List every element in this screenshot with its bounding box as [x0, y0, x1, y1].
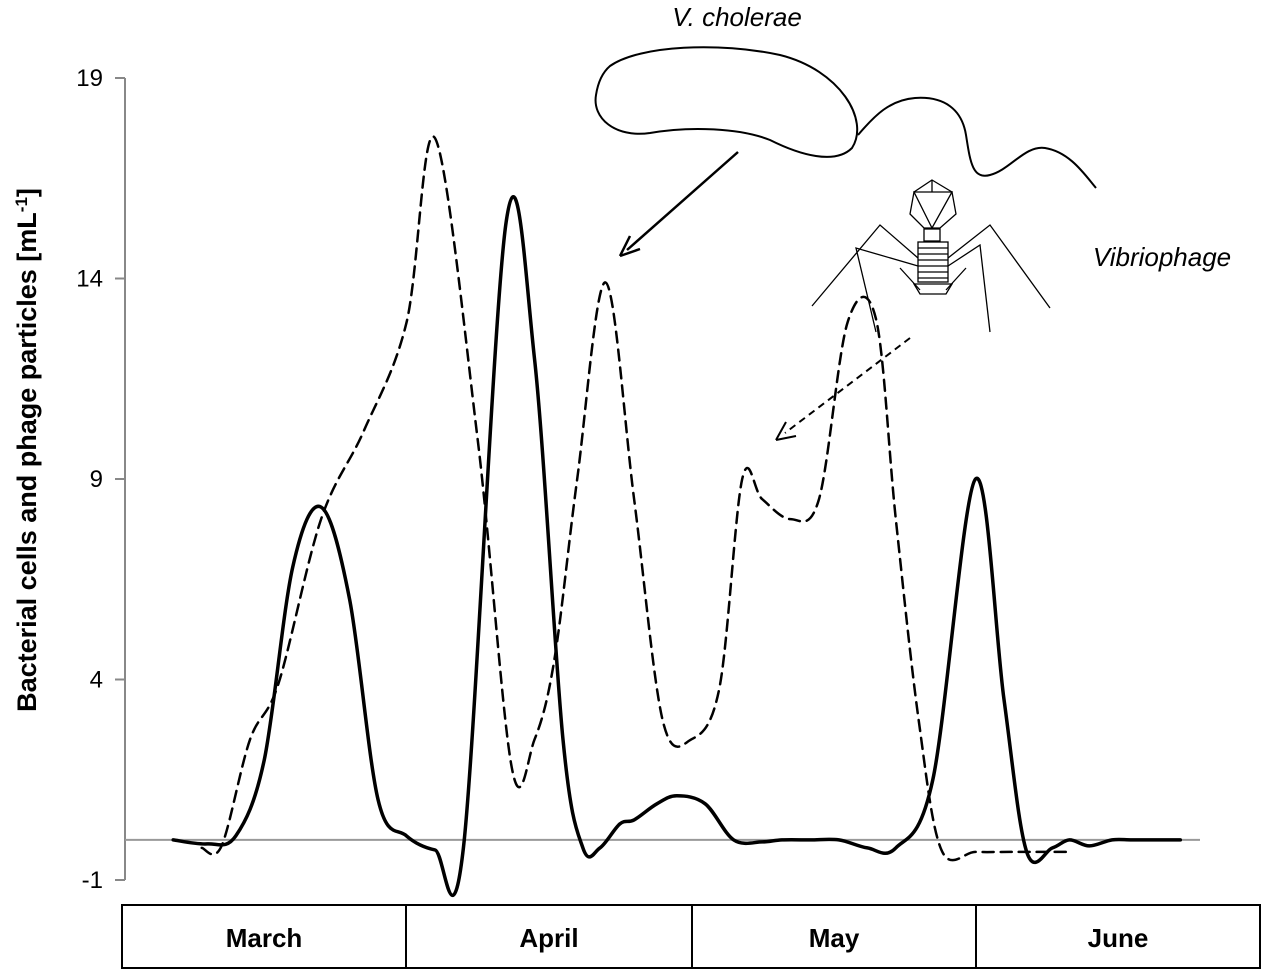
y-tick-label: 9 — [90, 466, 103, 493]
series-line-bacteria — [171, 195, 1183, 898]
series-layer — [171, 135, 1183, 898]
month-label-april: April — [519, 923, 578, 953]
bacterium-arrowhead — [618, 235, 641, 258]
phage-arrow — [784, 337, 911, 434]
phage-sheath — [917, 241, 949, 283]
series-line-phage — [200, 135, 1068, 862]
phage-capsid — [909, 179, 957, 229]
bacterium-illustration — [594, 46, 1097, 189]
phage-label: Vibriophage — [1093, 242, 1231, 272]
phage-capsid-facets — [912, 180, 954, 230]
phage-sheath-rings — [918, 247, 948, 279]
month-table: March April May June — [121, 904, 1261, 969]
phage-collar — [923, 228, 941, 242]
y-tick-label: 19 — [76, 65, 103, 92]
phage-baseplate — [912, 283, 954, 295]
y-tick-label: -1 — [82, 867, 103, 894]
y-ticks: -1 4 9 14 19 — [76, 65, 125, 894]
bacterium-body — [594, 46, 859, 158]
y-tick-label: 14 — [76, 266, 103, 293]
phage-arrowhead — [775, 421, 797, 441]
y-axis-label: Bacterial cells and phage particles [mL-… — [12, 188, 43, 712]
phage-tail-fibers — [811, 224, 1051, 333]
month-label-june: June — [1088, 923, 1149, 953]
phage-illustration — [811, 179, 1051, 333]
bacterium-flagellum — [857, 96, 1097, 189]
month-label-may: May — [809, 923, 860, 953]
bacterium-arrow — [626, 151, 739, 251]
bacterium-label: V. cholerae — [672, 2, 802, 32]
y-tick-label: 4 — [90, 667, 103, 694]
month-label-march: March — [226, 923, 303, 953]
